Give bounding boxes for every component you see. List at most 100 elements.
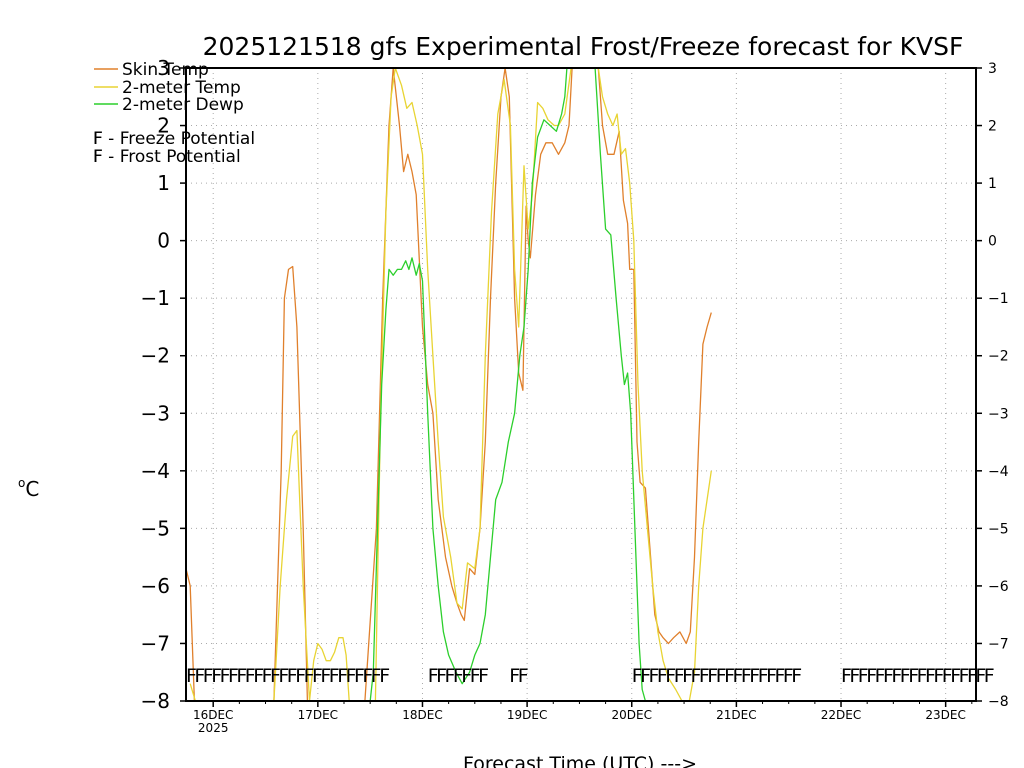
y-tick-label-left: −1 <box>141 286 170 310</box>
freeze-marker: F <box>724 665 735 687</box>
freeze-marker: F <box>674 665 685 687</box>
freeze-marker: F <box>203 665 214 687</box>
freeze-marker: F <box>371 665 382 687</box>
y-tick-label-left: −5 <box>141 516 170 540</box>
x-tick-label: 22DEC <box>821 708 861 722</box>
legend-label-2m-temp: 2-meter Temp <box>122 78 241 98</box>
freeze-marker: F <box>883 665 894 687</box>
legend-label-skin-temp: Skin Temp <box>122 60 209 80</box>
chart-title: 2025121518 gfs Experimental Frost/Freeze… <box>203 32 964 61</box>
freeze-marker: F <box>749 665 760 687</box>
freeze-marker: F <box>908 665 919 687</box>
freeze-marker: F <box>236 665 247 687</box>
freeze-marker: F <box>354 665 365 687</box>
y-tick-label-left: 0 <box>157 229 170 253</box>
freeze-marker: F <box>362 665 373 687</box>
series-line-2-meter-dewp <box>369 68 647 701</box>
x-tick-label: 20DEC <box>612 708 652 722</box>
legend-symbol-freeze: F <box>93 129 103 149</box>
freeze-marker: F <box>858 665 869 687</box>
legend-label-freeze-potential: F - Freeze Potential <box>93 129 255 149</box>
y-tick-label-left: −4 <box>141 459 170 483</box>
freeze-marker: F <box>186 665 197 687</box>
freeze-marker: F <box>775 665 786 687</box>
y-tick-label-left: 2 <box>157 114 170 138</box>
y-tick-label-right: −1 <box>988 291 1009 307</box>
y-axis-label: oC <box>18 476 39 501</box>
freeze-marker: F <box>925 665 936 687</box>
y-tick-label-left: −7 <box>141 631 170 655</box>
freeze-marker: F <box>849 665 860 687</box>
y-tick-label-right: −3 <box>988 406 1009 422</box>
freeze-marker: F <box>262 665 273 687</box>
freeze-marker: F <box>270 665 281 687</box>
freeze-marker: F <box>758 665 769 687</box>
freeze-marker: F <box>649 665 660 687</box>
y-axis-ticks: −8 −8 −7 −7 −6 −6 −5 −5 −4 −4 −3 −3 −2 −2 −1 −1 0 0 1 1 2 2 3 3 <box>141 56 1009 713</box>
y-tick-label-right: −2 <box>988 349 1009 365</box>
freeze-marker: F <box>278 665 289 687</box>
freeze-marker: F <box>716 665 727 687</box>
freeze-marker: F <box>959 665 970 687</box>
freeze-marker: F <box>741 665 752 687</box>
legend-symbol-frost: F <box>93 147 103 167</box>
freeze-marker: F <box>445 665 456 687</box>
freeze-marker: F <box>337 665 348 687</box>
freeze-marker: F <box>984 665 995 687</box>
x-tick-label: 23DEC <box>925 708 965 722</box>
freeze-marker: F <box>866 665 877 687</box>
freeze-marker: F <box>470 665 481 687</box>
x-tick-label: 16DEC <box>193 708 233 722</box>
freeze-marker: F <box>733 665 744 687</box>
freeze-marker: F <box>329 665 340 687</box>
freeze-marker: F <box>632 665 643 687</box>
y-tick-label-right: −8 <box>988 694 1009 710</box>
freeze-marker: F <box>379 665 390 687</box>
legend-label-2m-dewp: 2-meter Dewp <box>122 95 244 115</box>
x-tick-label: 19DEC <box>507 708 547 722</box>
freeze-marker: F <box>253 665 264 687</box>
freeze-marker: F <box>900 665 911 687</box>
y-tick-label-left: 3 <box>157 56 170 80</box>
y-tick-label-right: 2 <box>988 119 997 135</box>
y-tick-label-left: −8 <box>141 689 170 713</box>
series-line-skin-temp <box>186 68 712 701</box>
freeze-marker: F <box>245 665 256 687</box>
freeze-marker: F <box>428 665 439 687</box>
plot-frame <box>185 67 977 702</box>
freeze-marker: F <box>436 665 447 687</box>
freeze-marker: F <box>891 665 902 687</box>
freeze-marker: F <box>783 665 794 687</box>
freeze-marker: F <box>211 665 222 687</box>
y-tick-label-right: 0 <box>988 234 997 250</box>
freeze-marker: F <box>950 665 961 687</box>
freeze-marker: F <box>841 665 852 687</box>
freeze-marker: F <box>699 665 710 687</box>
freeze-marker: F <box>707 665 718 687</box>
freeze-marker: F <box>478 665 489 687</box>
freeze-marker: F <box>682 665 693 687</box>
y-tick-label-left: −3 <box>141 401 170 425</box>
freeze-marker: F <box>657 665 668 687</box>
series-line-2-meter-temp <box>189 68 712 701</box>
freeze-marker: F <box>453 665 464 687</box>
x-tick-label: 21DEC <box>716 708 756 722</box>
freeze-marker: F <box>975 665 986 687</box>
freeze-marker: F <box>766 665 777 687</box>
legend: Skin Temp 2-meter Temp 2-meter Dewp F - … <box>93 60 255 167</box>
y-tick-label-right: −5 <box>988 521 1009 537</box>
freeze-marker: F <box>312 665 323 687</box>
freeze-marker: F <box>665 665 676 687</box>
y-tick-label-left: −6 <box>141 574 170 598</box>
freeze-marker: F <box>640 665 651 687</box>
series-lines <box>186 68 712 701</box>
freeze-marker: F <box>875 665 886 687</box>
freeze-marker: F <box>320 665 331 687</box>
freeze-marker: F <box>304 665 315 687</box>
freeze-marker: F <box>295 665 306 687</box>
x-axis-label: Forecast Time (UTC) ---> <box>463 753 697 768</box>
freeze-marker: F <box>194 665 205 687</box>
